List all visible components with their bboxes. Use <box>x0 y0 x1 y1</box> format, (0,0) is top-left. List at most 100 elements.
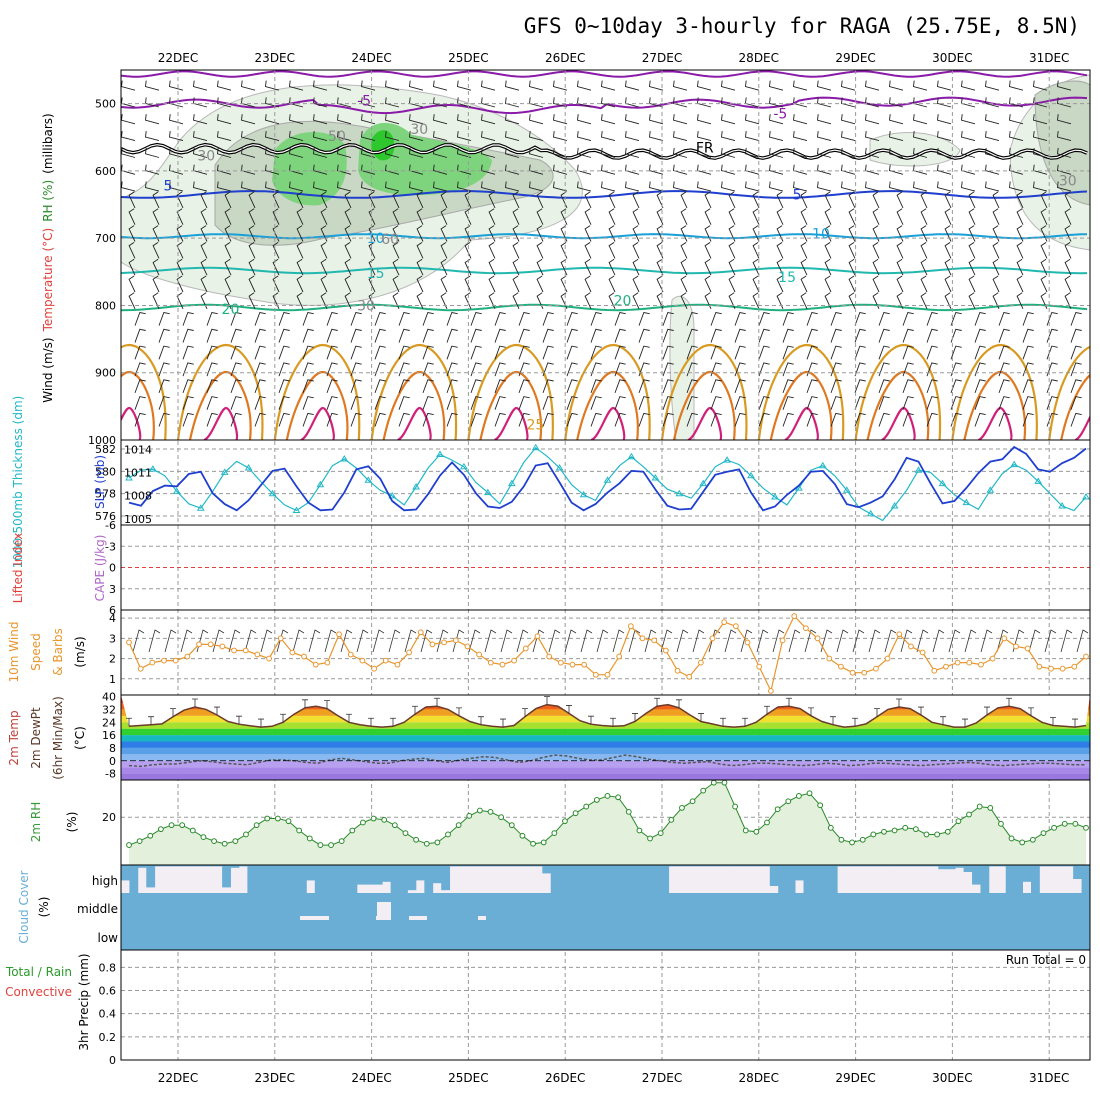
wind-barb-1 <box>145 80 160 91</box>
cloud-high-bar-102 <box>980 865 990 893</box>
wind-barb-93 <box>433 114 448 125</box>
cloud-middle-bar-92 <box>896 893 906 922</box>
wind-barb-6 <box>265 80 280 91</box>
cloud-middle-bar-24 <box>323 893 333 922</box>
rh2m-point-70 <box>870 831 877 838</box>
cloud-high-bar-22 <box>306 865 316 881</box>
wind-barb-755 <box>974 379 986 394</box>
wind-barb-63 <box>673 97 688 108</box>
cloud-low-bar-69 <box>702 921 712 950</box>
wind-barb-411 <box>392 242 400 259</box>
thickness-point-74 <box>1010 460 1019 468</box>
wind-barb-388 <box>800 225 808 242</box>
cloud-middle-bar-110 <box>1047 893 1057 922</box>
wind-barb-708 <box>806 362 818 377</box>
wind10m-point-27 <box>441 639 448 646</box>
wind-barb-733 <box>446 379 458 394</box>
wind-barb-436 <box>992 242 1000 259</box>
rh-ylabel: 2m RH <box>29 802 43 843</box>
temp-band-6 <box>121 735 1090 742</box>
wind-barb-630 <box>854 328 866 343</box>
wind-barb-350 <box>848 208 856 225</box>
cloud-middle-bar-22 <box>306 893 316 922</box>
wind-barb-150 <box>841 131 856 142</box>
precip-label-convective: Convective <box>5 985 72 999</box>
wind-barb-628 <box>806 328 818 343</box>
rh-ylabel-unit: (%) <box>65 812 79 833</box>
date-label-top-22DEC: 22DEC <box>158 51 198 65</box>
wind-barb-397 <box>1016 225 1024 242</box>
wind-barb-676 <box>998 345 1010 360</box>
wind-barb-729 <box>350 379 362 394</box>
contour-label-14: 30 <box>1059 173 1077 189</box>
cloud-high-bar-67 <box>685 865 695 867</box>
cloud-high-bar-24 <box>323 865 333 893</box>
rh2m-point-27 <box>413 836 420 843</box>
wind10m-point-1 <box>137 665 144 672</box>
wind-barb-546 <box>752 292 760 309</box>
cloud-low-bar-108 <box>1031 921 1040 950</box>
rh2m-point-12 <box>253 822 260 829</box>
cloud-middle-bar-48 <box>525 893 535 922</box>
wind-barb-813 <box>446 412 458 427</box>
wind-barb-653 <box>446 345 458 360</box>
wind10m-point-11 <box>254 651 261 658</box>
wind-barb-417 <box>536 242 544 259</box>
contour-label-3: 5 <box>163 179 172 195</box>
rh2m-point-24 <box>381 816 388 823</box>
rh2m-point-73 <box>902 824 909 831</box>
wind-barb-777 <box>542 396 554 410</box>
wind-barb-769 <box>350 396 362 410</box>
wind-barb-17 <box>529 80 544 91</box>
temp-minmax-44 <box>610 717 616 727</box>
temp-band-7 <box>121 728 1090 736</box>
wind-barb-119 <box>1057 114 1072 125</box>
cloud-high-bar-25 <box>331 865 341 893</box>
upper-ylabel: Wind (m/s)Temperature (°C)RH (%)(milliba… <box>41 113 55 402</box>
wind10m-barb-48 <box>900 629 913 653</box>
rh2m-point-72 <box>891 827 898 834</box>
wind-barb-696 <box>518 362 530 377</box>
thickness-point-0 <box>125 474 133 481</box>
precip-ylabel: 3hr Precip (mm) <box>77 953 91 1050</box>
isotherm-25-loop <box>951 343 1038 440</box>
cloud-middle-bar-13 <box>230 893 240 922</box>
wind-barb-88 <box>313 114 328 125</box>
cloud-low-bar-13 <box>230 921 240 950</box>
wind-barb-646 <box>278 345 290 360</box>
wind-barb-465 <box>728 258 736 276</box>
wind-barb-189 <box>817 147 832 158</box>
isotherm-30-loop <box>188 370 252 440</box>
wind-barb-2 <box>169 80 184 91</box>
wind-barb-442 <box>176 258 184 276</box>
cloud-high-bar-45 <box>500 865 509 867</box>
wind-barb-791 <box>878 396 890 410</box>
wind-barb-19 <box>577 80 592 91</box>
cloud-low-bar-14 <box>238 921 248 950</box>
wind-barb-524 <box>224 292 232 309</box>
wind10m-barb-43 <box>820 629 833 653</box>
cloud-high-bar-73 <box>736 865 745 867</box>
wind-barb-262 <box>649 181 664 192</box>
wind-barb-822 <box>662 412 674 427</box>
li-tick-0: 0 <box>109 562 116 575</box>
cloud-low-bar-32 <box>390 921 400 950</box>
wind10m-point-63 <box>861 669 868 676</box>
cloud-middle-bar-106 <box>1014 893 1023 922</box>
wind-barb-514 <box>944 275 952 293</box>
cloud-low-bar-113 <box>1073 921 1082 950</box>
cloud-low-bar-80 <box>795 921 804 950</box>
thickness-point-34 <box>531 443 540 451</box>
temp-minmax-54 <box>720 717 726 727</box>
wind-barb-292 <box>416 191 424 209</box>
wind-barb-353 <box>920 208 928 225</box>
wind-barb-820 <box>614 412 626 427</box>
cloud-middle-bar-3 <box>146 893 156 922</box>
cloud-low-bar-3 <box>146 921 156 950</box>
wind-barb-302 <box>656 191 664 209</box>
wind-barb-472 <box>896 258 904 276</box>
wind-barb-725 <box>254 379 266 394</box>
cloud-middle-bar-27 <box>348 893 358 922</box>
isotherm-35-loop <box>590 406 626 440</box>
cloud-high-bar-98 <box>946 865 956 870</box>
